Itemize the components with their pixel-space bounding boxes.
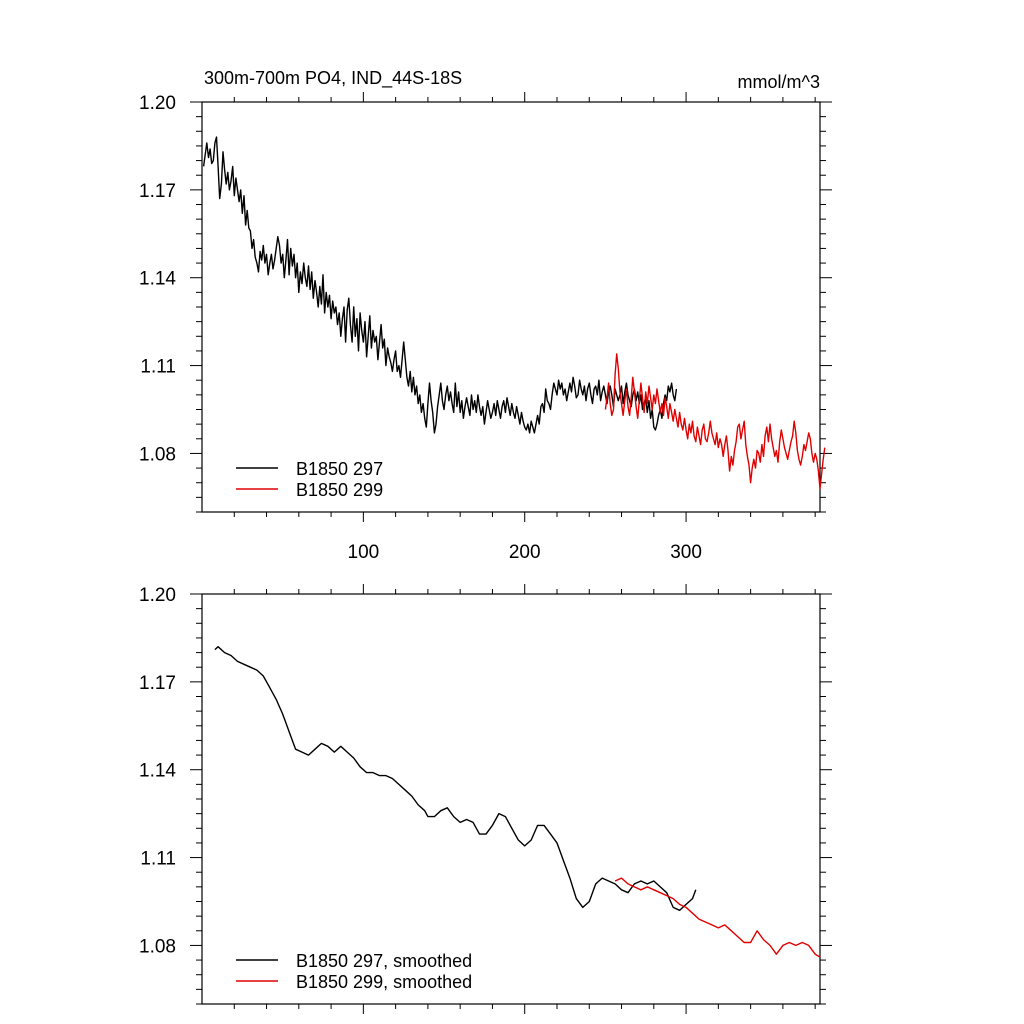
top-y-tick-labels: 1.20 1.17 1.14 1.11 1.08 <box>139 93 176 465</box>
legend-label: B1850 299 <box>296 480 383 500</box>
top-panel: 300m-700m PO4, IND_44S-18S mmol/m^3 1.20… <box>139 68 832 563</box>
top-axis-ticks <box>190 92 832 522</box>
top-series-lines <box>202 136 826 490</box>
y-tick-label: 1.20 <box>139 585 176 606</box>
y-tick-label: 1.08 <box>139 936 176 957</box>
top-panel-title: 300m-700m PO4, IND_44S-18S <box>204 68 462 89</box>
y-tick-label: 1.11 <box>140 357 176 378</box>
series-line-2 <box>614 877 821 958</box>
x-tick-label: 200 <box>509 542 541 563</box>
series-line-1 <box>214 646 697 911</box>
bottom-y-tick-labels: 1.20 1.17 1.14 1.11 1.08 <box>139 585 176 957</box>
y-tick-label: 1.11 <box>140 849 176 870</box>
bottom-axis-ticks <box>190 584 832 1014</box>
top-x-tick-labels: 100 200 300 <box>348 542 702 563</box>
y-tick-label: 1.17 <box>139 181 176 202</box>
legend-label: B1850 297, smoothed <box>296 951 472 971</box>
y-tick-label: 1.14 <box>139 269 176 290</box>
y-tick-label: 1.14 <box>139 761 176 782</box>
bottom-panel: 1.20 1.17 1.14 1.11 1.08 B1850 297, smoothed… <box>139 584 832 1014</box>
y-tick-label: 1.17 <box>139 673 176 694</box>
y-tick-label: 1.08 <box>139 444 176 465</box>
bottom-plot-frame <box>201 593 821 1005</box>
legend-label: B1850 299, smoothed <box>296 972 472 992</box>
top-panel-units: mmol/m^3 <box>738 72 820 92</box>
legend-label: B1850 297 <box>296 459 383 479</box>
series-line-2 <box>604 353 826 490</box>
bottom-series-lines <box>214 646 821 958</box>
y-tick-label: 1.20 <box>139 93 176 114</box>
x-tick-label: 100 <box>348 542 380 563</box>
x-tick-label: 300 <box>670 542 702 563</box>
series-line-1 <box>202 136 678 434</box>
